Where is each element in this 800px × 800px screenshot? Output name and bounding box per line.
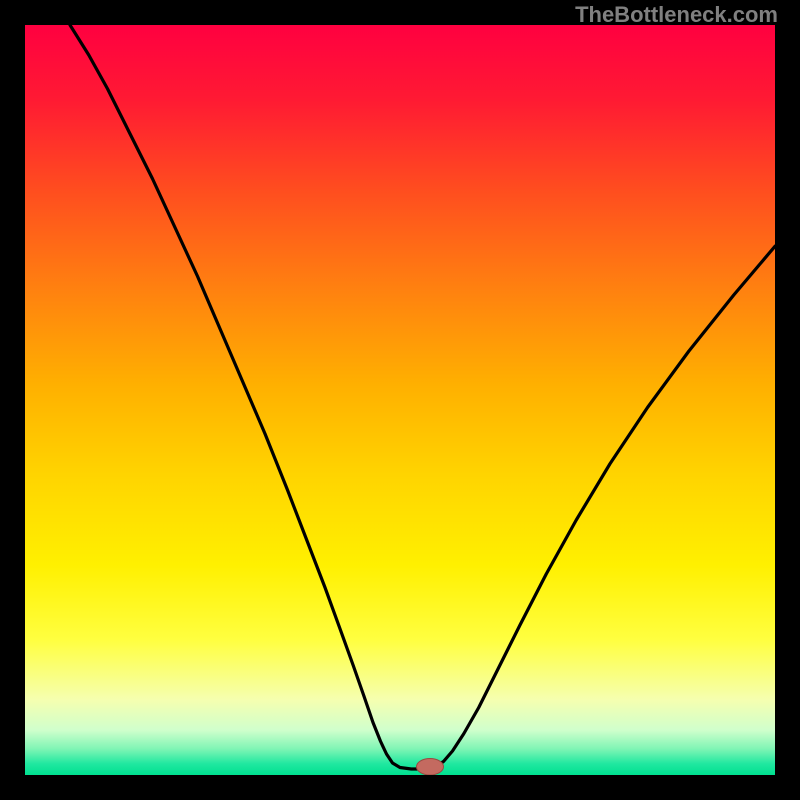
- plot-svg: [25, 25, 775, 775]
- chart-frame: [25, 25, 775, 775]
- plot-area: [25, 25, 775, 775]
- watermark-text: TheBottleneck.com: [575, 2, 778, 28]
- minimum-marker: [417, 759, 444, 776]
- plot-background: [25, 25, 775, 775]
